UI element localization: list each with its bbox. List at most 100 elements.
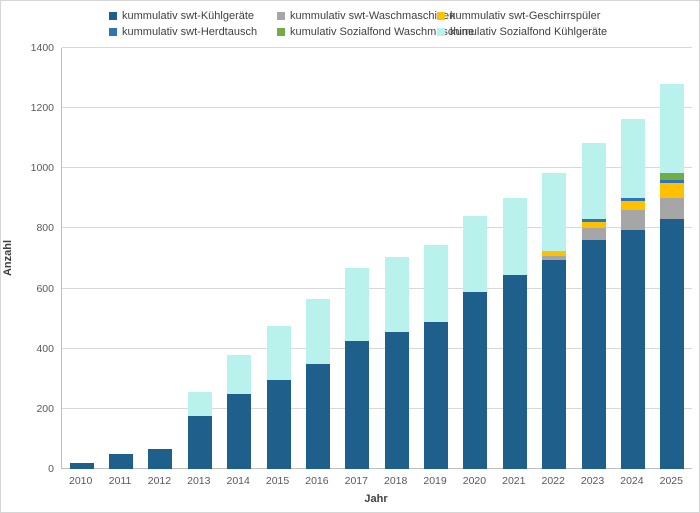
- bar-segment: [542, 251, 567, 256]
- x-tick-label: 2024: [620, 475, 644, 487]
- legend-label: kummulativ swt-Kühlgeräte: [122, 10, 255, 22]
- x-tick-label: 2014: [226, 475, 250, 487]
- bar-2022: [542, 48, 567, 469]
- bar-segment: [581, 228, 606, 241]
- x-tick-label: 2012: [147, 475, 172, 487]
- bar-segment: [463, 216, 488, 292]
- bar-segment: [305, 299, 330, 364]
- legend-label: kummulativ swt-Herdtausch: [122, 26, 258, 38]
- gridline: [62, 167, 692, 169]
- y-tick-label: 400: [36, 342, 54, 355]
- x-tick-label: 2019: [423, 475, 447, 487]
- legend-swatch-icon: [277, 28, 285, 36]
- bar-segment: [148, 449, 173, 469]
- bar-2016: [305, 48, 330, 469]
- x-axis-title: Jahr: [364, 493, 388, 505]
- bar-segment: [620, 201, 645, 211]
- bar-segment: [187, 416, 212, 469]
- bar-segment: [345, 267, 370, 342]
- bar-segment: [384, 332, 409, 469]
- legend-item: kumulativ Sozialfond Waschmaschine: [277, 26, 474, 38]
- legend-swatch-icon: [277, 12, 285, 20]
- bar-2024: [620, 48, 645, 469]
- legend-item: kummulativ swt-Waschmaschinen: [277, 10, 455, 22]
- x-tick-label: 2015: [265, 475, 290, 487]
- y-tick-label: 1200: [30, 102, 54, 115]
- gridline: [62, 47, 692, 48]
- legend-item: kummulativ swt-Kühlgeräte: [109, 10, 277, 22]
- bar-segment: [502, 198, 527, 276]
- bar-segment: [502, 275, 527, 469]
- legend-swatch-icon: [437, 28, 445, 36]
- bar-segment: [620, 229, 645, 469]
- bar-segment: [542, 172, 567, 251]
- bar-segment: [305, 363, 330, 469]
- x-tick-label: 2016: [305, 475, 329, 487]
- bar-2021: [502, 48, 527, 469]
- bar-segment: [463, 291, 488, 469]
- y-tick-label: 0: [48, 463, 54, 475]
- bar-2020: [463, 48, 488, 469]
- x-tick-label: 2013: [187, 475, 211, 487]
- y-tick-label: 800: [36, 222, 54, 235]
- gridline: [62, 347, 692, 349]
- y-tick-label: 600: [36, 282, 54, 295]
- bar-2014: [227, 48, 252, 469]
- bar-segment: [384, 257, 409, 333]
- legend-swatch-icon: [437, 12, 445, 20]
- bar-2015: [266, 48, 291, 469]
- bar-segment: [660, 198, 685, 220]
- bar-segment: [660, 183, 685, 199]
- plot-area: [61, 47, 692, 469]
- legend-swatch-icon: [109, 12, 117, 20]
- bar-segment: [227, 354, 252, 394]
- legend-label: kumulativ Sozialfond Waschmaschine: [290, 26, 475, 38]
- bar-segment: [109, 453, 134, 469]
- bar-segment: [581, 142, 606, 220]
- bar-segment: [424, 321, 449, 469]
- bar-segment: [266, 326, 291, 381]
- bar-segment: [542, 260, 567, 469]
- y-tick-label: 1000: [30, 162, 54, 175]
- bar-segment: [660, 172, 685, 181]
- x-axis-line: [62, 468, 692, 469]
- legend-item: kumulativ Sozialfond Kühlgeräte: [437, 26, 607, 38]
- bar-segment: [345, 341, 370, 469]
- x-tick-label: 2010: [69, 475, 93, 487]
- bar-2019: [424, 48, 449, 469]
- bar-2012: [148, 48, 173, 469]
- gridline: [62, 287, 692, 289]
- x-tick-label: 2017: [344, 475, 368, 487]
- x-tick-label: 2018: [384, 475, 408, 487]
- y-tick-label: 1400: [30, 42, 54, 54]
- chart-legend: kummulativ swt-Kühlgeräte kummulativ swt-…: [109, 8, 607, 40]
- bar-segment: [187, 392, 212, 417]
- legend-label: kumulativ Sozialfond Kühlgeräte: [450, 26, 608, 38]
- bar-segment: [69, 463, 94, 469]
- gridline: [62, 107, 692, 109]
- bar-segment: [424, 244, 449, 322]
- gridline: [62, 407, 692, 409]
- bar-segment: [660, 84, 685, 173]
- bar-2023: [581, 48, 606, 469]
- bar-2025: [660, 48, 685, 469]
- bar-segment: [660, 180, 685, 184]
- bar-segment: [660, 219, 685, 469]
- y-axis-title: Anzahl: [2, 239, 14, 277]
- x-tick-label: 2021: [502, 475, 526, 487]
- bar-segment: [620, 198, 645, 202]
- bar-segment: [581, 222, 606, 229]
- legend-item: kummulativ swt-Geschirrspüler: [437, 10, 607, 22]
- gridline: [62, 227, 692, 229]
- x-tick-label: 2025: [659, 475, 683, 487]
- bar-2018: [384, 48, 409, 469]
- bar-segment: [227, 393, 252, 469]
- legend-label: kummulativ swt-Waschmaschinen: [290, 10, 456, 22]
- bar-segment: [620, 118, 645, 199]
- x-tick-label: 2020: [462, 475, 487, 487]
- y-tick-label: 200: [36, 402, 54, 415]
- x-tick-label: 2011: [108, 475, 132, 487]
- bar-2013: [187, 48, 212, 469]
- bar-segment: [620, 210, 645, 230]
